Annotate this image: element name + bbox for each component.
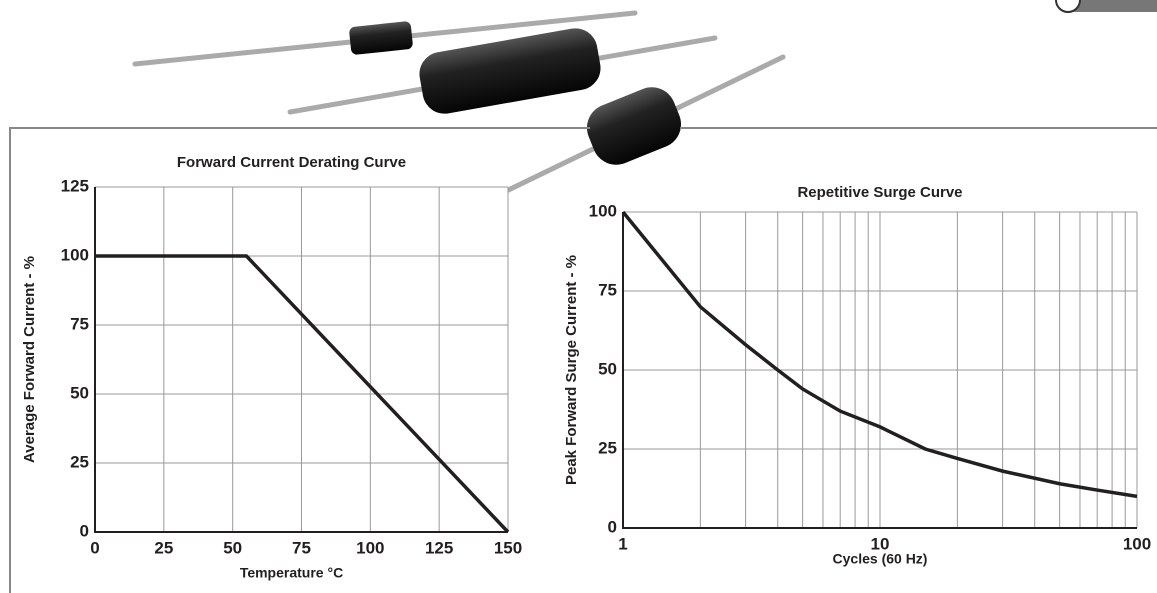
y-tick-label: 50 [598, 359, 617, 378]
y-axis-label: Average Forward Current - % [21, 256, 38, 463]
x-tick-label: 75 [292, 538, 311, 557]
y-tick-label: 100 [61, 245, 89, 264]
y-tick-label: 75 [70, 314, 89, 333]
x-tick-label: 1 [618, 534, 627, 553]
y-tick-label: 0 [608, 517, 617, 536]
y-tick-label: 25 [598, 438, 617, 457]
product-photo [132, 0, 1157, 215]
chart-title: Forward Current Derating Curve [177, 154, 406, 171]
chart-title: Repetitive Surge Curve [797, 184, 962, 201]
y-tick-label: 0 [80, 521, 89, 540]
y-tick-label: 50 [70, 383, 89, 402]
x-tick-label: 0 [90, 538, 99, 557]
x-axis-label: Cycles (60 Hz) [833, 551, 928, 567]
y-tick-label: 100 [589, 201, 617, 220]
axis [622, 212, 1137, 529]
y-tick-label: 75 [598, 280, 617, 299]
y-tick-label: 25 [70, 452, 89, 471]
x-tick-label: 10 [871, 534, 890, 553]
x-tick-label: 150 [494, 538, 522, 557]
x-tick-label: 50 [223, 538, 242, 557]
y-tick-label: 125 [61, 176, 89, 195]
x-tick-label: 100 [1123, 534, 1151, 553]
data-line [95, 254, 510, 534]
frame [9, 127, 1157, 593]
x-tick-label: 100 [356, 538, 384, 557]
x-tick-label: 125 [425, 538, 453, 557]
data-line [621, 210, 1138, 499]
x-tick-label: 25 [154, 538, 173, 557]
axis [94, 187, 508, 533]
x-axis-label: Temperature °C [240, 565, 343, 581]
y-axis-label: Peak Forward Surge Current - % [563, 255, 580, 485]
